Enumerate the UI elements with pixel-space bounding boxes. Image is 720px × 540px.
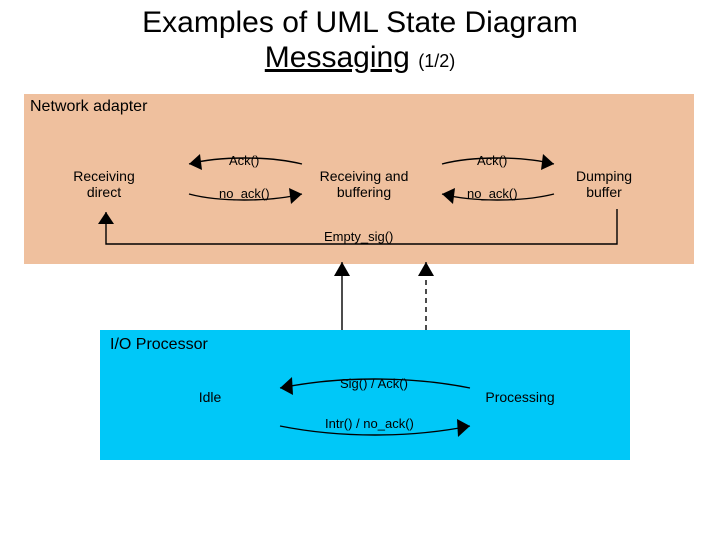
title-pagenum: (1/2) <box>418 51 455 71</box>
transition-label-ack2: Ack() <box>477 153 507 168</box>
transition-label-intr-noack: Intr() / no_ack() <box>325 416 414 431</box>
transition-label-empty: Empty_sig() <box>324 229 393 244</box>
transition-label-ack1: Ack() <box>229 153 259 168</box>
title-line1: Examples of UML State Diagram <box>142 6 578 39</box>
state-processing: Processing <box>460 389 580 405</box>
transition-label-noack2: no_ack() <box>467 186 518 201</box>
panel-label: I/O Processor <box>110 336 208 354</box>
state-idle: Idle <box>150 389 270 405</box>
diagram-svg <box>0 0 720 540</box>
panel-label: Network adapter <box>30 98 147 116</box>
transition-label-noack1: no_ack() <box>219 186 270 201</box>
state-dumping: Dumpingbuffer <box>544 168 664 200</box>
slide-title: Examples of UML State Diagram Messaging … <box>0 6 720 75</box>
state-recv-buf: Receiving andbuffering <box>304 168 424 200</box>
transition-label-sig-ack: Sig() / Ack() <box>340 376 408 391</box>
title-line2: Messaging <box>265 41 410 74</box>
state-recv-direct: Receivingdirect <box>44 168 164 200</box>
